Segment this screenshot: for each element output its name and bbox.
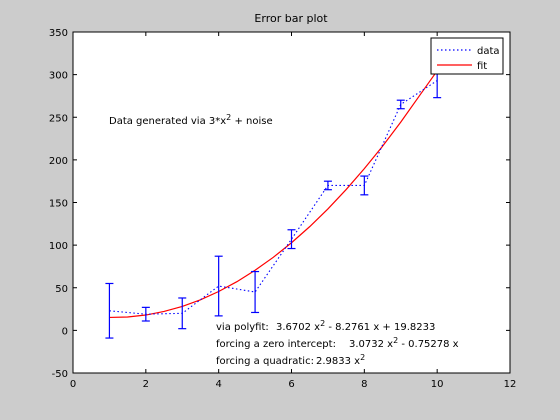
error-bar xyxy=(141,306,150,322)
y-axis: -50 0 50 100 150 200 250 300 350 xyxy=(49,28,510,380)
error-bar xyxy=(360,175,369,196)
x-tick-label: 6 xyxy=(288,379,294,390)
y-tick-label: 150 xyxy=(49,199,68,210)
x-tick-label: 8 xyxy=(361,379,367,390)
zero-intercept-equation: forcing a zero intercept: 3.0732 x2 - 0.7… xyxy=(216,336,459,350)
data-line xyxy=(109,80,438,315)
chart-title: Error bar plot xyxy=(254,12,328,25)
error-bar xyxy=(287,229,296,250)
x-axis: 0 2 4 6 8 10 12 xyxy=(70,32,517,390)
error-bar xyxy=(323,180,332,191)
polyfit-equation: via polyfit: 3.6702 x2 - 8.2761 x + 19.82… xyxy=(216,319,435,333)
error-bar xyxy=(396,99,405,110)
y-tick-label: 200 xyxy=(49,156,68,167)
legend-data-label: data xyxy=(477,46,500,57)
y-tick-label: 250 xyxy=(49,113,68,124)
y-tick-label: 300 xyxy=(49,71,68,82)
error-bar xyxy=(251,270,260,314)
legend-fit-label: fit xyxy=(477,61,487,72)
x-tick-label: 0 xyxy=(70,379,76,390)
y-tick-label: 0 xyxy=(62,326,68,337)
legend: data fit xyxy=(430,37,504,75)
x-tick-label: 4 xyxy=(215,379,221,390)
x-tick-label: 12 xyxy=(504,379,517,390)
y-tick-label: 350 xyxy=(49,28,68,39)
error-bar xyxy=(105,282,114,339)
noise-note: Data generated via 3*x2 + noise xyxy=(109,113,273,127)
y-tick-label: 50 xyxy=(55,284,68,295)
error-bar xyxy=(214,255,223,317)
y-tick-label: -50 xyxy=(52,369,68,380)
error-bar xyxy=(178,297,187,330)
y-tick-label: 100 xyxy=(49,241,68,252)
quadratic-equation: forcing a quadratic: 2.9833 x2 xyxy=(216,353,365,367)
x-tick-label: 2 xyxy=(143,379,149,390)
legend-box xyxy=(430,37,504,75)
x-tick-label: 10 xyxy=(431,379,444,390)
